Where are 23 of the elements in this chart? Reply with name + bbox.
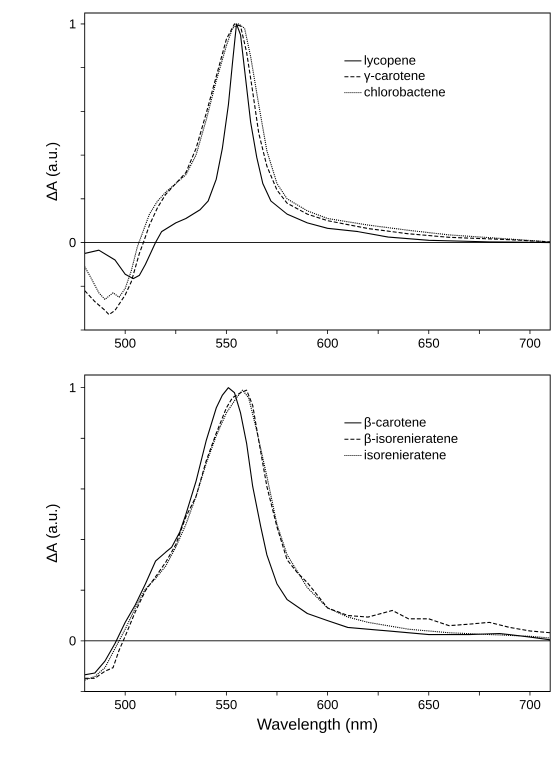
legend-label: β-carotene [364,417,426,430]
x-tick-label: 550 [216,700,237,710]
y-tick-label: 0 [69,238,76,248]
x-tick-label: 650 [418,338,440,348]
y-axis-title: ΔA (a.u.) [46,142,60,201]
y-axis-title: ΔA (a.u.) [46,504,60,562]
x-tick-label: 600 [317,700,338,710]
x-tick-label: 600 [317,338,338,348]
legend-label: γ-carotene [364,72,425,83]
legend-label: β-isorenieratene [364,434,458,446]
legend-label: chlorobactene [364,86,445,96]
y-tick-label: 1 [70,19,76,28]
x-tick-label: 500 [114,700,136,710]
x-tick-label: 500 [114,338,136,348]
x-axis-title: Wavelength (nm) [256,718,378,734]
x-tick-label: 700 [520,700,540,710]
y-tick-label: 1 [70,383,76,392]
x-tick-label: 650 [418,700,440,710]
legend-label: isorenieratene [364,450,446,460]
y-tick-label: 0 [69,636,76,646]
x-tick-label: 550 [216,338,237,348]
legend-label: lycopene [364,55,416,68]
x-tick-label: 700 [520,338,540,348]
